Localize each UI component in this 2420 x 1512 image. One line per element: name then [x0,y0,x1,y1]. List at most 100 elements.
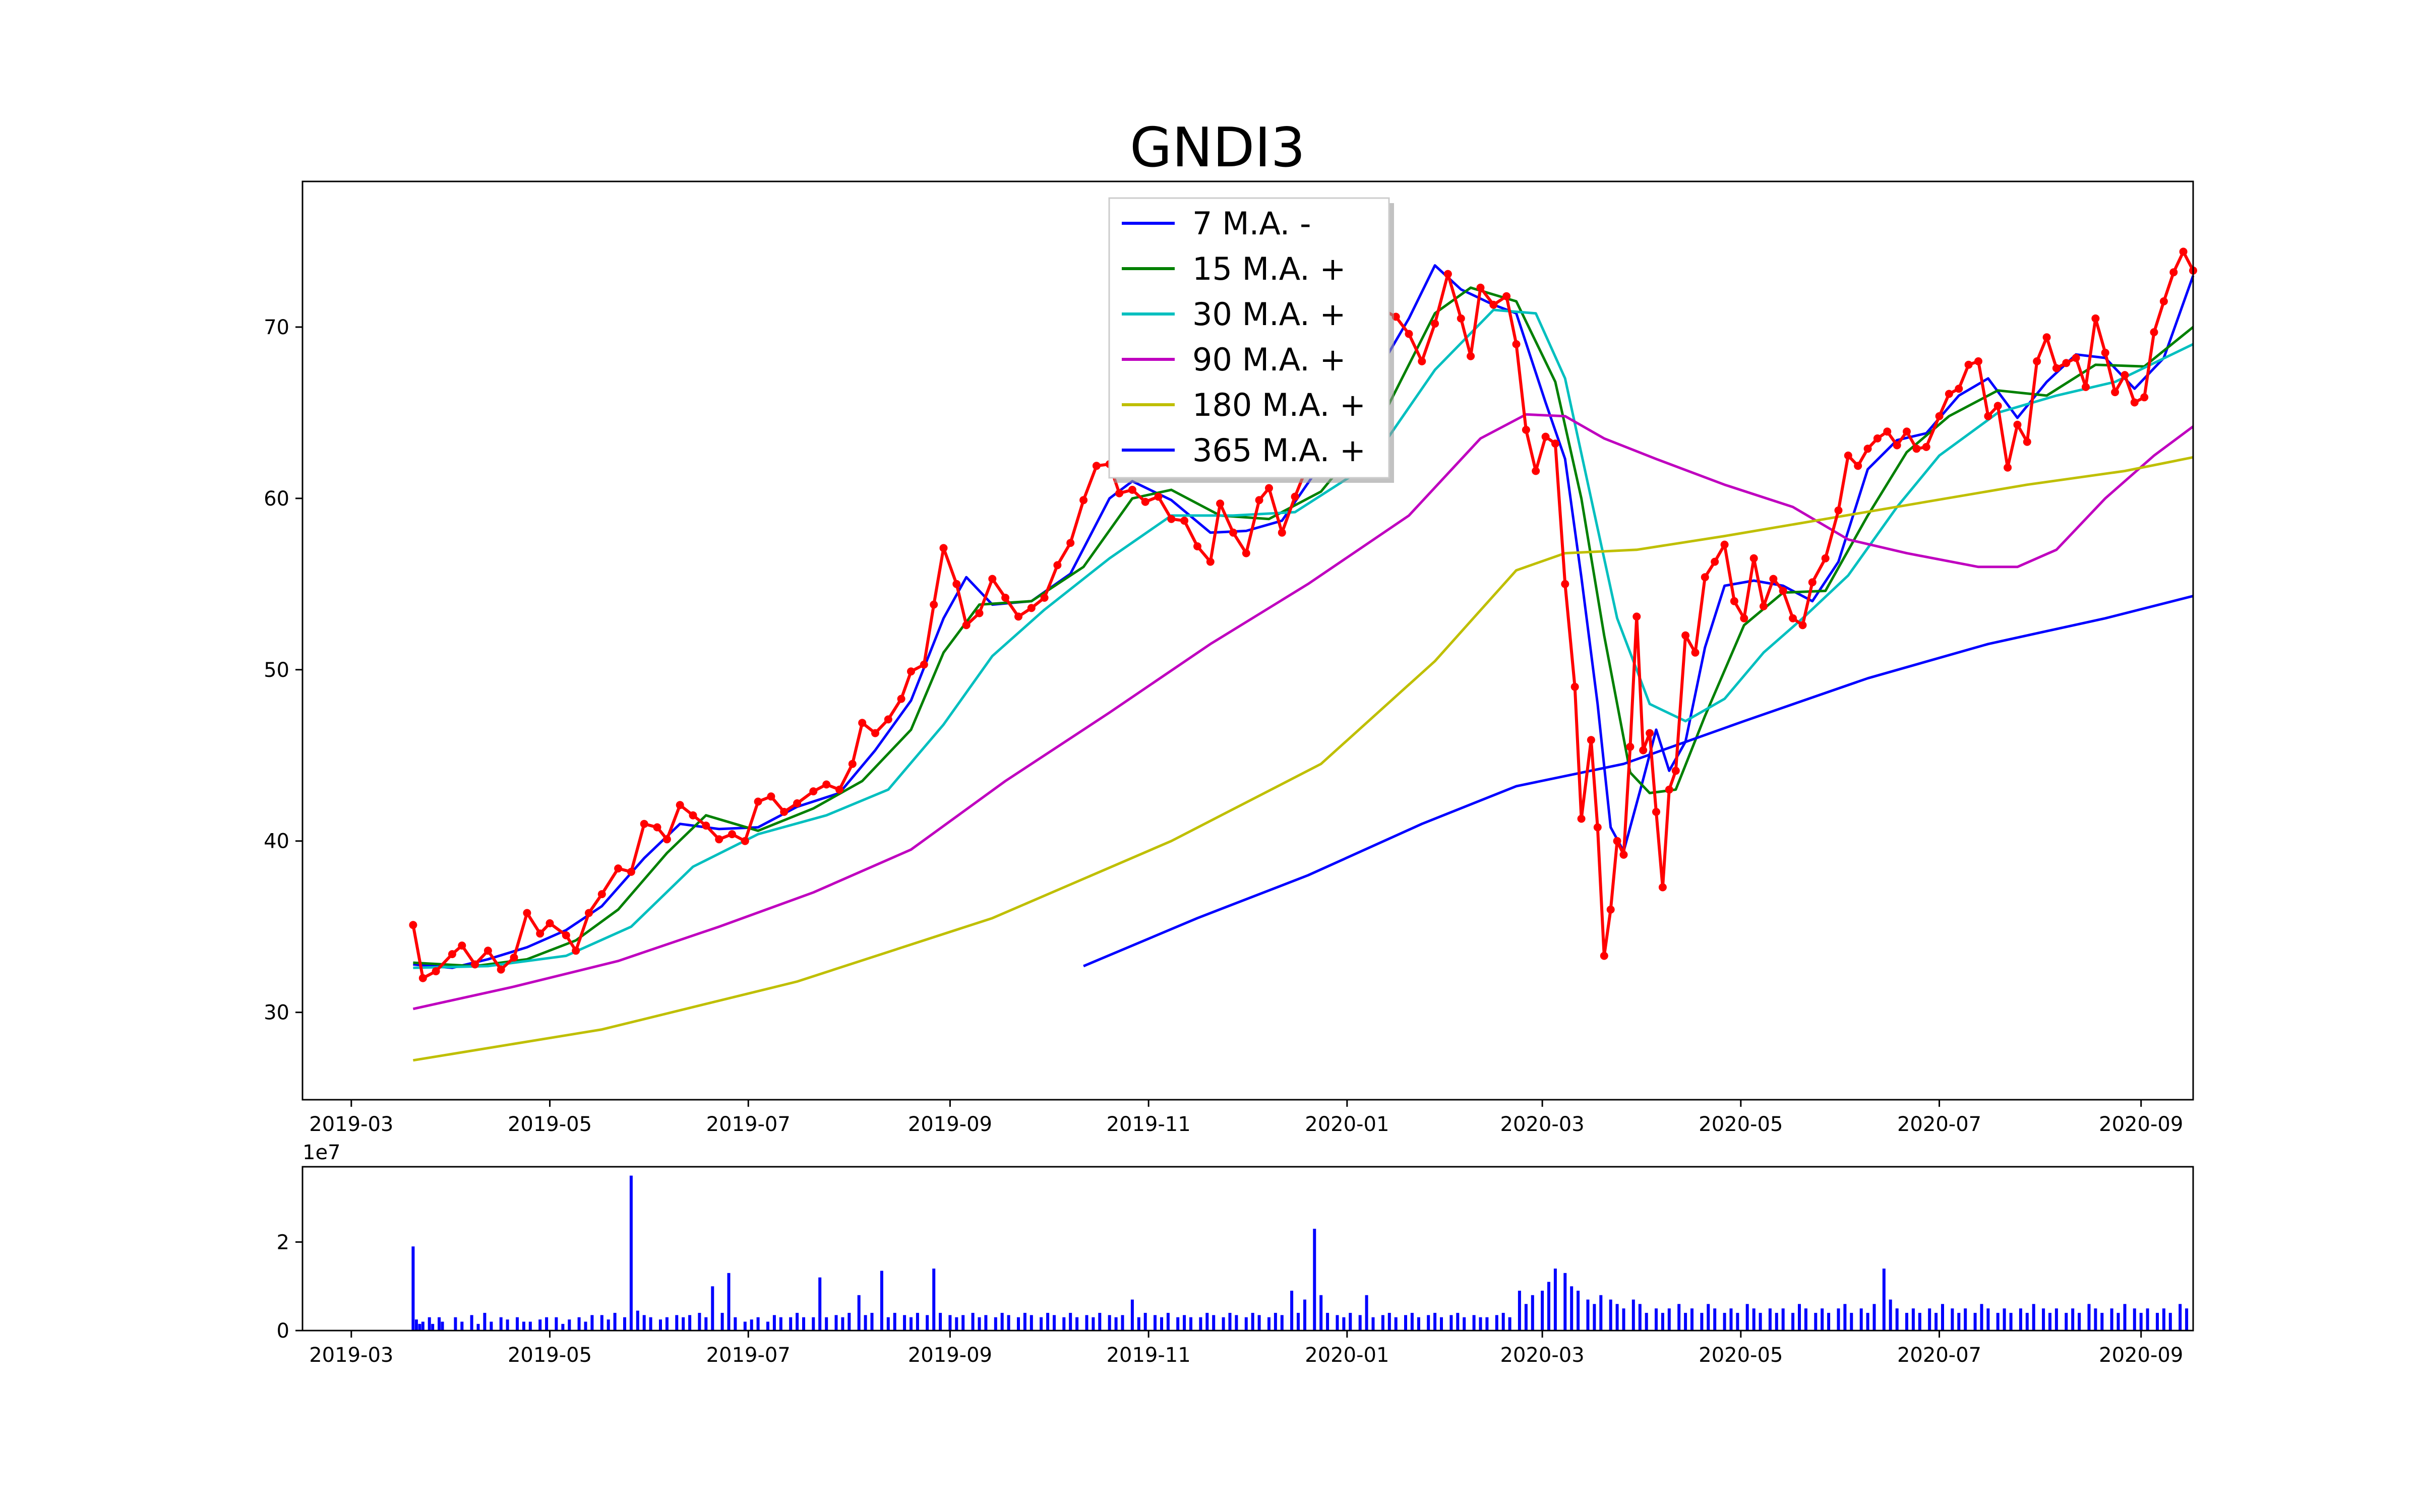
volume-bar [2071,1308,2075,1331]
legend-label: 30 M.A. + [1192,296,1346,333]
price-point [1646,729,1654,737]
volume-bar [1729,1308,1733,1331]
volume-bar [2003,1308,2006,1331]
volume-bar [629,1175,633,1331]
price-point [907,667,915,676]
volume-bars [411,1175,2189,1331]
volume-bar [1745,1304,1749,1331]
volume-bar [870,1312,874,1331]
volume-bar [1228,1312,1232,1331]
price-point [1587,736,1595,744]
x-tick-label: 2020-01 [1305,1344,1389,1367]
volume-bar [750,1319,753,1331]
volume-bar [441,1321,444,1331]
price-point [2169,268,2178,277]
legend: 7 M.A. - 15 M.A. + 30 M.A. + 90 M.A. + 180 M… [1108,197,1394,483]
price-point [1476,283,1485,292]
price-point [1945,390,1953,398]
x-tick-label: 2019-09 [908,1344,992,1367]
volume-bar [470,1315,473,1331]
price-point [536,929,544,938]
volume-bar [1326,1312,1329,1331]
price-point [1255,496,1263,505]
volume-bar [1736,1312,1739,1331]
volume-bar [910,1317,913,1331]
price-point [1955,385,1963,393]
price-point [1193,542,1201,550]
volume-bar [1690,1308,1693,1331]
volume-scale-label: 1e7 [302,1141,341,1164]
chart-title: GNDI3 [1130,116,1305,179]
legend-label: 15 M.A. + [1192,250,1346,287]
volume-bar [1615,1304,1619,1331]
price-point [1532,467,1540,475]
volume-bar [1098,1312,1102,1331]
price-point [728,830,736,839]
series-line-6 [1083,595,2194,968]
volume-bar [682,1317,685,1331]
volume-bar [880,1271,883,1331]
price-point [1691,648,1700,657]
volume-bar [1143,1312,1147,1331]
volume-bar [1166,1312,1170,1331]
volume-bar [1684,1312,1687,1331]
volume-bar [857,1295,861,1331]
volume-bar [2185,1308,2189,1331]
volume-bar [802,1317,805,1331]
volume-bar [1752,1308,1756,1331]
volume-bar [538,1319,542,1331]
price-point [1984,412,1992,420]
volume-bar [841,1317,844,1331]
price-point [2130,398,2139,407]
volume-bar [1069,1312,1072,1331]
volume-bar [1365,1295,1368,1331]
volume-bar [1599,1295,1603,1331]
volume-bar [1866,1312,1869,1331]
volume-bar [756,1317,760,1331]
series-line-4 [412,413,2194,1011]
price-point [689,811,697,820]
volume-bar [545,1317,549,1331]
x-tick-label: 2020-09 [2099,1344,2183,1367]
legend-label: 7 M.A. - [1192,205,1311,242]
price-point [471,960,479,969]
volume-bar [1501,1312,1505,1331]
volume-bar [1928,1308,1931,1331]
volume-bar [743,1321,747,1331]
volume-bar [1222,1317,1225,1331]
price-point [597,890,606,899]
volume-bar [1996,1312,2000,1331]
volume-bar [2100,1312,2104,1331]
price-point [1278,528,1286,537]
volume-bar [1814,1312,1818,1331]
price-point [1671,767,1680,775]
volume-bar [1553,1269,1557,1331]
volume-bar [926,1315,929,1331]
price-point [1115,489,1124,497]
price-point [1873,434,1882,443]
volume-bar [1023,1312,1026,1331]
volume-bar [1427,1315,1430,1331]
volume-bar [1336,1315,1339,1331]
price-point [662,835,671,844]
volume-bar [1889,1299,1892,1331]
price-point [767,792,775,801]
volume-bar [1075,1317,1079,1331]
series-line-3 [413,308,2194,969]
price-point [1180,517,1189,525]
volume-bar [2087,1304,2091,1331]
volume-bar [438,1317,441,1331]
volume-bar [955,1317,958,1331]
volume-bar [1973,1312,1977,1331]
price-point [1242,549,1250,557]
price-point [741,837,749,845]
price-point [1769,575,1778,583]
volume-bar [1440,1317,1443,1331]
volume-bar [812,1317,815,1331]
price-point [1720,540,1729,549]
legend-label: 365 M.A. + [1192,432,1366,469]
volume-bar [1547,1282,1550,1331]
volume-bar [796,1312,799,1331]
volume-bar [2042,1308,2045,1331]
volume-bar [2156,1312,2159,1331]
